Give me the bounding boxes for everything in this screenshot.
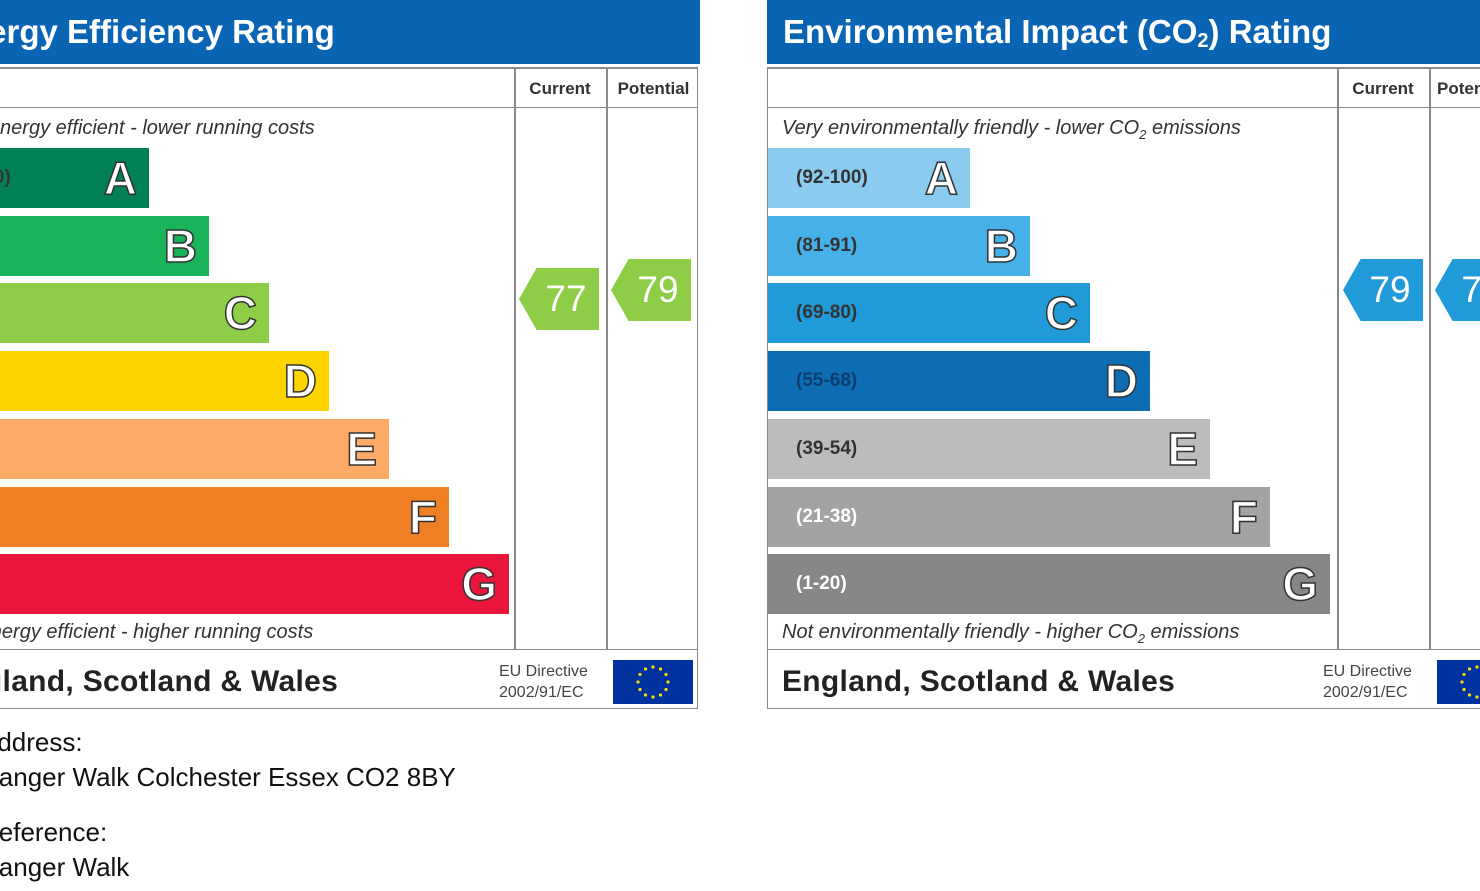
eu-directive-line1: EU Directive (1323, 663, 1412, 680)
eu-star (1475, 665, 1479, 669)
potential-column-header: Potential (617, 79, 690, 98)
eu-star (1467, 693, 1472, 697)
current-column-header: Current (529, 79, 591, 98)
band-letter: E (346, 422, 378, 476)
band-g: (1-20) G (768, 554, 1330, 615)
band-letter: G (1281, 557, 1318, 611)
address-label: Address: (0, 727, 83, 757)
country-label: England, Scotland & Wales (0, 665, 339, 698)
band-e: (39-54) E (768, 418, 1210, 479)
eu-star (664, 687, 668, 692)
eu-star (643, 693, 648, 697)
band-letter: F (1229, 490, 1259, 544)
band-f: (21-38) F (768, 486, 1270, 547)
band-letter: C (223, 287, 258, 341)
bottom-note: Not energy efficient - higher running co… (0, 621, 314, 643)
band-range: (69-80) (796, 302, 858, 324)
eu-star (1462, 687, 1466, 692)
eu-star (658, 667, 663, 671)
band-range: (39-54) (796, 437, 858, 459)
band-f: (21-38)F (0, 486, 449, 547)
current-column-header: Current (1352, 79, 1414, 98)
band-letter: D (1104, 354, 1139, 408)
eu-star (664, 672, 668, 677)
band-letter: A (103, 151, 138, 205)
top-note: Very energy efficient - lower running co… (0, 117, 315, 139)
energy-efficiency-chart: Energy Efficiency Rating Current Potenti… (0, 0, 700, 710)
band-c: (69-80) C (768, 283, 1090, 344)
eu-star (658, 693, 663, 697)
band-range: (81-91) (796, 234, 858, 256)
band-letter: B (984, 219, 1019, 273)
eu-star (1467, 667, 1472, 671)
potential-column-header: Potential (1437, 79, 1480, 98)
band-range: (92-100) (796, 167, 868, 188)
eu-flag-icon (613, 660, 693, 704)
band-letter: G (460, 557, 497, 611)
eu-directive: EU Directive 2002/91/EC (1323, 661, 1412, 703)
potential-rating-arrow: 79 (611, 259, 691, 321)
country-label: England, Scotland & Wales (782, 665, 1176, 698)
address-value: Ranger Walk Colchester Essex CO2 8BY (0, 762, 456, 792)
chart-title: Energy Efficiency Rating (0, 0, 700, 64)
current-rating-arrow: 79 (1343, 259, 1423, 321)
eu-star (1460, 680, 1464, 684)
eu-directive: EU Directive 2002/91/EC (499, 661, 588, 703)
eu-star (643, 667, 648, 671)
chart-frame: Current Potential Very environmentally f… (767, 67, 1480, 709)
band-c: (69-80)C (0, 283, 269, 344)
top-note: Very environmentally friendly - lower CO… (782, 117, 1241, 142)
band-a: (92-100) A (0, 148, 149, 208)
reference-value: Ranger Walk (0, 852, 130, 882)
eu-star (666, 680, 670, 684)
bottom-note: Not environmentally friendly - higher CO… (782, 621, 1240, 646)
band-range: (21-38) (796, 505, 858, 527)
reference-label: Reference: (0, 817, 108, 847)
band-g: (1-20)G (0, 554, 509, 615)
potential-rating-arrow: 79 (1435, 259, 1480, 321)
environmental-impact-chart: Environmental Impact (CO2) Rating Curren… (767, 0, 1480, 710)
eu-star (651, 695, 655, 699)
eu-star (651, 665, 655, 669)
eu-directive-line2: 2002/91/EC (499, 684, 584, 701)
band-e: (39-54)E (0, 418, 389, 479)
eu-directive-line2: 2002/91/EC (1323, 684, 1408, 701)
band-range: (92-100) (0, 167, 11, 188)
band-letter: E (1167, 422, 1199, 476)
band-letter: D (283, 354, 318, 408)
eu-directive-line1: EU Directive (499, 663, 588, 680)
band-d: (55-68)D (0, 351, 329, 412)
band-b: (81-91)B (0, 215, 209, 276)
eu-star (1462, 672, 1466, 677)
chart-frame: Current Potential Very energy efficient … (0, 67, 698, 709)
eu-star (638, 687, 642, 692)
band-range: (1-20) (796, 573, 847, 595)
band-b: (81-91) B (768, 215, 1030, 276)
band-a: (92-100) A (768, 148, 970, 208)
chart-title: Environmental Impact (CO2) Rating (767, 0, 1480, 64)
band-letter: F (408, 490, 438, 544)
eu-star (636, 680, 640, 684)
eu-star (1475, 695, 1479, 699)
eu-flag-icon (1437, 660, 1480, 704)
band-letter: A (924, 151, 959, 205)
band-letter: C (1044, 287, 1079, 341)
current-rating-arrow: 77 (519, 268, 599, 330)
band-d: (55-68) D (768, 351, 1150, 412)
eu-star (638, 672, 642, 677)
band-letter: B (163, 219, 198, 273)
band-range: (55-68) (796, 370, 858, 392)
